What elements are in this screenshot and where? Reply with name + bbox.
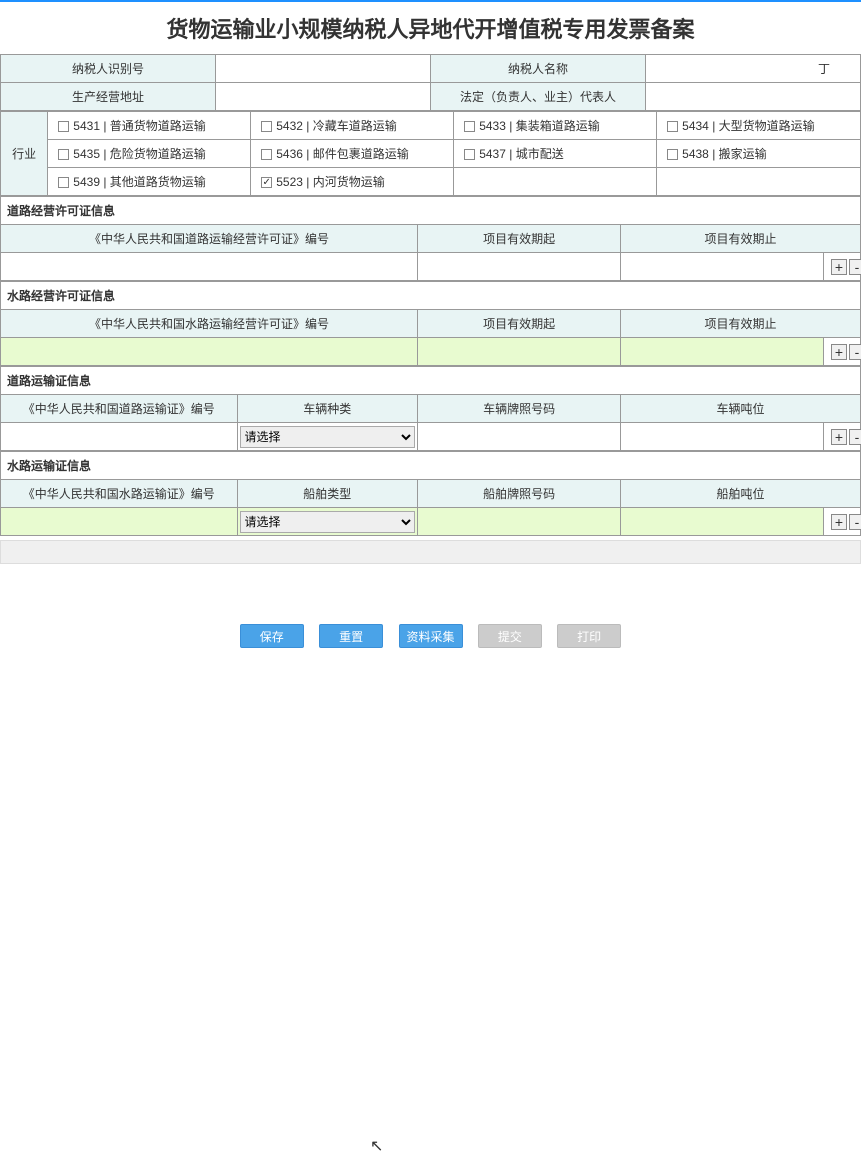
footer-bar xyxy=(0,540,861,564)
water-license-add-button[interactable]: + xyxy=(831,344,847,360)
water-cert-type-select[interactable]: 请选择 xyxy=(240,511,416,533)
road-license-no-input[interactable] xyxy=(1,253,418,281)
water-cert-col-plate: 船舶牌照号码 xyxy=(418,480,621,508)
industry-checkbox-5434[interactable]: 5434 | 大型货物道路运输 xyxy=(657,112,861,140)
page-title: 货物运输业小规模纳税人异地代开增值税专用发票备案 xyxy=(0,2,861,54)
road-cert-table: 道路运输证信息 《中华人民共和国道路运输证》编号 车辆种类 车辆牌照号码 车辆吨… xyxy=(0,366,861,451)
water-cert-col-no: 《中华人民共和国水路运输证》编号 xyxy=(1,480,238,508)
water-license-section: 水路经营许可证信息 xyxy=(1,282,861,310)
water-cert-col-ton: 船舶吨位 xyxy=(621,480,861,508)
road-cert-col-ton: 车辆吨位 xyxy=(621,395,861,423)
save-button[interactable]: 保存 xyxy=(240,624,304,648)
road-license-remove-button[interactable]: - xyxy=(849,259,861,275)
road-license-col-end: 项目有效期止 xyxy=(621,225,861,253)
road-license-table: 道路经营许可证信息 《中华人民共和国道路运输经营许可证》编号 项目有效期起 项目… xyxy=(0,196,861,281)
industry-checkbox-5438[interactable]: 5438 | 搬家运输 xyxy=(657,140,861,168)
button-row: 保存 重置 资料采集 提交 打印 xyxy=(0,624,861,648)
road-license-end-input[interactable] xyxy=(621,253,824,281)
road-license-section: 道路经营许可证信息 xyxy=(1,197,861,225)
water-cert-no-input[interactable] xyxy=(1,508,238,536)
biz-addr-value[interactable] xyxy=(216,83,431,111)
water-license-col-end: 项目有效期止 xyxy=(621,310,861,338)
legal-rep-label: 法定（负责人、业主）代表人 xyxy=(431,83,646,111)
water-license-no-input[interactable] xyxy=(1,338,418,366)
road-cert-type-select[interactable]: 请选择 xyxy=(240,426,416,448)
collect-button[interactable]: 资料采集 xyxy=(399,624,463,648)
industry-table: 行业 5431 | 普通货物道路运输 5432 | 冷藏车道路运输 5433 |… xyxy=(0,111,861,196)
water-license-col-no: 《中华人民共和国水路运输经营许可证》编号 xyxy=(1,310,418,338)
industry-row-label: 行业 xyxy=(1,112,48,196)
road-license-col-no: 《中华人民共和国道路运输经营许可证》编号 xyxy=(1,225,418,253)
taxpayer-id-value[interactable] xyxy=(216,55,431,83)
biz-addr-label: 生产经营地址 xyxy=(1,83,216,111)
industry-checkbox-5435[interactable]: 5435 | 危险货物道路运输 xyxy=(48,140,251,168)
road-license-add-button[interactable]: + xyxy=(831,259,847,275)
taxpayer-name-value[interactable]: 丁 xyxy=(646,55,861,83)
road-cert-no-input[interactable] xyxy=(1,423,238,451)
industry-checkbox-5437[interactable]: 5437 | 城市配送 xyxy=(454,140,657,168)
industry-checkbox-5433[interactable]: 5433 | 集装箱道路运输 xyxy=(454,112,657,140)
road-cert-plate-input[interactable] xyxy=(418,423,621,451)
road-cert-col-type: 车辆种类 xyxy=(237,395,418,423)
road-cert-section: 道路运输证信息 xyxy=(1,367,861,395)
road-license-start-input[interactable] xyxy=(418,253,621,281)
water-cert-plate-input[interactable] xyxy=(418,508,621,536)
road-cert-col-no: 《中华人民共和国道路运输证》编号 xyxy=(1,395,238,423)
water-license-remove-button[interactable]: - xyxy=(849,344,861,360)
water-cert-table: 水路运输证信息 《中华人民共和国水路运输证》编号 船舶类型 船舶牌照号码 船舶吨… xyxy=(0,451,861,536)
water-license-col-start: 项目有效期起 xyxy=(418,310,621,338)
water-license-table: 水路经营许可证信息 《中华人民共和国水路运输经营许可证》编号 项目有效期起 项目… xyxy=(0,281,861,366)
road-cert-add-button[interactable]: + xyxy=(831,429,847,445)
water-cert-ton-input[interactable] xyxy=(621,508,824,536)
print-button[interactable]: 打印 xyxy=(557,624,621,648)
water-cert-section: 水路运输证信息 xyxy=(1,452,861,480)
water-license-end-input[interactable] xyxy=(621,338,824,366)
industry-checkbox-5439[interactable]: 5439 | 其他道路货物运输 xyxy=(48,168,251,196)
road-cert-col-plate: 车辆牌照号码 xyxy=(418,395,621,423)
industry-checkbox-5432[interactable]: 5432 | 冷藏车道路运输 xyxy=(251,112,454,140)
taxpayer-name-label: 纳税人名称 xyxy=(431,55,646,83)
water-cert-col-type: 船舶类型 xyxy=(237,480,418,508)
road-license-col-start: 项目有效期起 xyxy=(418,225,621,253)
road-cert-ton-input[interactable] xyxy=(621,423,824,451)
legal-rep-value[interactable] xyxy=(646,83,861,111)
industry-checkbox-5431[interactable]: 5431 | 普通货物道路运输 xyxy=(48,112,251,140)
road-cert-remove-button[interactable]: - xyxy=(849,429,861,445)
industry-checkbox-5436[interactable]: 5436 | 邮件包裹道路运输 xyxy=(251,140,454,168)
water-cert-remove-button[interactable]: - xyxy=(849,514,861,530)
water-cert-add-button[interactable]: + xyxy=(831,514,847,530)
water-license-start-input[interactable] xyxy=(418,338,621,366)
basic-info-table: 纳税人识别号 纳税人名称 丁 生产经营地址 法定（负责人、业主）代表人 xyxy=(0,54,861,111)
cursor-icon: ↖ xyxy=(370,1136,383,1156)
taxpayer-id-label: 纳税人识别号 xyxy=(1,55,216,83)
reset-button[interactable]: 重置 xyxy=(319,624,383,648)
submit-button[interactable]: 提交 xyxy=(478,624,542,648)
industry-checkbox-5523[interactable]: ✓5523 | 内河货物运输 xyxy=(251,168,454,196)
